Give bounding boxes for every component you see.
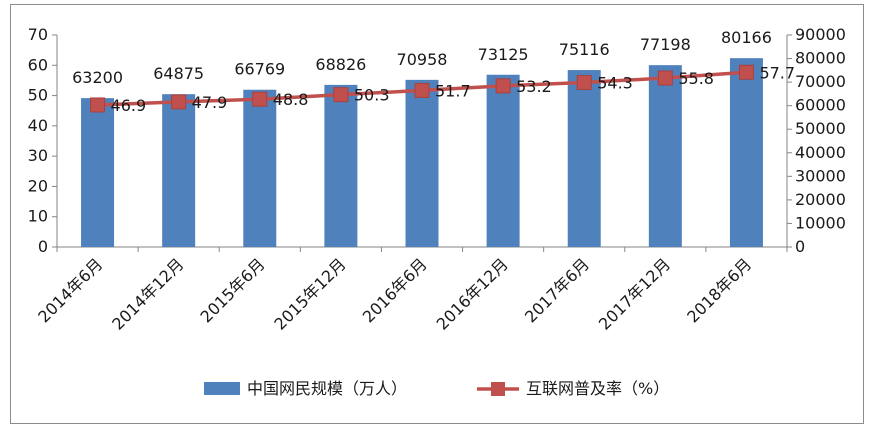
line-value-label: 53.2 xyxy=(516,77,552,96)
y-left-tick-label: 70 xyxy=(28,25,48,44)
line-value-label: 50.3 xyxy=(354,86,390,105)
bar xyxy=(405,79,439,247)
line-value-label: 48.8 xyxy=(273,90,309,109)
y-left-tick-label: 0 xyxy=(38,237,48,256)
bar-value-label: 80166 xyxy=(721,28,772,47)
line-marker xyxy=(576,75,592,91)
combo-chart: 0 10 20 30 40 50 60 70 0 10000 20000 30000 40000 5000… xyxy=(28,25,846,398)
bar-series xyxy=(81,58,763,248)
x-tick-label: 2017年6月 xyxy=(521,254,593,326)
line-marker xyxy=(738,64,754,80)
bar xyxy=(243,89,277,247)
bar-value-label: 66769 xyxy=(234,60,285,79)
x-tick-label: 2015年6月 xyxy=(197,254,269,326)
line-marker xyxy=(657,70,673,86)
y-right-tick-label: 70000 xyxy=(795,72,846,91)
line-marker xyxy=(90,97,106,113)
bar-value-label: 75116 xyxy=(559,40,610,59)
bar xyxy=(486,74,520,247)
y-right-tick-label: 50000 xyxy=(795,119,846,138)
legend: 中国网民规模（万人） 互联网普及率（%） xyxy=(204,379,669,398)
bar xyxy=(162,94,196,247)
data-labels: 63200 64875 66769 68826 70958 73125 75116 77198… xyxy=(72,28,795,115)
bar-value-label: 77198 xyxy=(640,35,691,54)
bar-value-label: 70958 xyxy=(397,50,448,69)
line-marker xyxy=(333,87,349,103)
y-left-tick-label: 10 xyxy=(28,207,48,226)
x-tick-label: 2014年6月 xyxy=(34,254,106,326)
line-series xyxy=(90,64,754,113)
y-right-tick-label: 10000 xyxy=(795,213,846,232)
y-right-tick-label: 40000 xyxy=(795,143,846,162)
legend-label-line: 互联网普及率（%） xyxy=(526,379,669,398)
bar-value-label: 63200 xyxy=(72,68,123,87)
y-left-tick-label: 60 xyxy=(28,55,48,74)
line-value-label: 47.9 xyxy=(192,93,228,112)
line-value-label: 57.7 xyxy=(759,63,795,82)
y-right-tick-label: 80000 xyxy=(795,49,846,68)
x-tick-label: 2016年6月 xyxy=(359,254,431,326)
y-left-tick-label: 20 xyxy=(28,176,48,195)
y-right-tick-label: 60000 xyxy=(795,96,846,115)
y-right-tick-label: 90000 xyxy=(795,25,846,44)
line-marker xyxy=(171,94,187,110)
x-tick-label: 2017年12月 xyxy=(595,254,674,333)
legend-swatch-marker xyxy=(491,382,505,396)
bar xyxy=(567,70,601,247)
x-tick-label: 2014年12月 xyxy=(108,254,187,333)
bar xyxy=(81,98,115,247)
line-value-label: 55.8 xyxy=(678,69,714,88)
y-right-tick-label: 0 xyxy=(795,237,805,256)
x-tick-label: 2016年12月 xyxy=(433,254,512,333)
legend-label-bar: 中国网民规模（万人） xyxy=(247,379,407,398)
line-value-label: 54.3 xyxy=(597,74,633,93)
chart-frame: 0 10 20 30 40 50 60 70 0 10000 20000 30000 40000 5000… xyxy=(10,4,864,424)
bar-value-label: 68826 xyxy=(315,55,366,74)
y-left-tick-label: 30 xyxy=(28,146,48,165)
bar xyxy=(729,58,763,247)
bar xyxy=(324,84,358,248)
line-value-label: 46.9 xyxy=(111,96,147,115)
bar-value-label: 64875 xyxy=(153,64,204,83)
x-tick-label: 2015年12月 xyxy=(270,254,349,333)
line-marker xyxy=(252,91,268,107)
bar-value-label: 73125 xyxy=(478,45,529,64)
y-left-tick-label: 40 xyxy=(28,116,48,135)
line-marker xyxy=(414,82,430,98)
y-right-tick-label: 20000 xyxy=(795,190,846,209)
x-tick-label: 2018年6月 xyxy=(683,254,755,326)
line-marker xyxy=(495,78,511,94)
bar xyxy=(648,65,682,247)
legend-swatch-bar xyxy=(204,382,240,395)
line-value-label: 51.7 xyxy=(435,81,471,100)
y-right-tick-label: 30000 xyxy=(795,166,846,185)
y-left-tick-label: 50 xyxy=(28,86,48,105)
